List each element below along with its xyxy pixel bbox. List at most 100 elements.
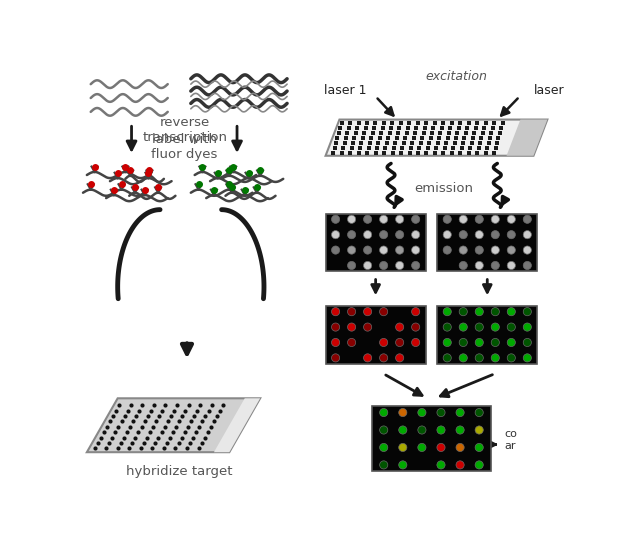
Circle shape <box>412 339 419 346</box>
Circle shape <box>508 216 515 223</box>
Circle shape <box>380 231 387 238</box>
Circle shape <box>364 231 371 238</box>
Circle shape <box>508 308 515 315</box>
Circle shape <box>524 231 531 238</box>
Circle shape <box>364 324 371 330</box>
Circle shape <box>396 324 403 330</box>
Circle shape <box>380 246 387 254</box>
Circle shape <box>476 339 483 346</box>
Circle shape <box>492 354 499 361</box>
Bar <box>372 406 491 472</box>
Circle shape <box>348 216 355 223</box>
Circle shape <box>380 427 387 433</box>
Circle shape <box>412 324 419 330</box>
Circle shape <box>476 216 483 223</box>
Circle shape <box>492 216 499 223</box>
Circle shape <box>332 339 339 346</box>
Circle shape <box>492 231 499 238</box>
Circle shape <box>476 461 483 468</box>
Circle shape <box>508 231 515 238</box>
Circle shape <box>476 354 483 361</box>
Circle shape <box>419 427 425 433</box>
Circle shape <box>380 461 387 468</box>
Circle shape <box>444 324 451 330</box>
Circle shape <box>380 216 387 223</box>
Circle shape <box>380 339 387 346</box>
Circle shape <box>460 231 467 238</box>
Circle shape <box>476 308 483 315</box>
Circle shape <box>460 354 467 361</box>
Circle shape <box>508 324 515 330</box>
Circle shape <box>332 246 339 254</box>
Circle shape <box>419 409 425 416</box>
Circle shape <box>492 246 499 254</box>
Circle shape <box>444 246 451 254</box>
Circle shape <box>456 444 463 451</box>
Circle shape <box>524 216 531 223</box>
Text: excitation: excitation <box>425 69 487 82</box>
Circle shape <box>332 324 339 330</box>
Circle shape <box>364 246 371 254</box>
Circle shape <box>399 461 406 468</box>
Circle shape <box>508 339 515 346</box>
Circle shape <box>399 409 406 416</box>
Circle shape <box>396 216 403 223</box>
Circle shape <box>419 444 425 451</box>
Circle shape <box>508 262 515 269</box>
Circle shape <box>456 409 463 416</box>
Circle shape <box>460 308 467 315</box>
Circle shape <box>412 262 419 269</box>
Text: emission: emission <box>415 183 474 195</box>
Circle shape <box>476 231 483 238</box>
Circle shape <box>456 427 463 433</box>
Bar <box>325 213 425 271</box>
Circle shape <box>380 444 387 451</box>
Circle shape <box>492 324 499 330</box>
Circle shape <box>412 231 419 238</box>
Text: co
ar: co ar <box>504 429 517 451</box>
Circle shape <box>492 308 499 315</box>
Circle shape <box>492 339 499 346</box>
Circle shape <box>438 427 445 433</box>
Circle shape <box>396 246 403 254</box>
Circle shape <box>364 216 371 223</box>
Circle shape <box>524 262 531 269</box>
Text: laser: laser <box>533 84 564 97</box>
Circle shape <box>412 216 419 223</box>
Polygon shape <box>87 398 260 452</box>
Circle shape <box>456 461 463 468</box>
Circle shape <box>460 324 467 330</box>
Text: label with
fluor dyes: label with fluor dyes <box>152 133 218 161</box>
Circle shape <box>460 262 467 269</box>
Circle shape <box>460 246 467 254</box>
Text: reverse
transcription: reverse transcription <box>142 116 227 144</box>
Circle shape <box>438 461 445 468</box>
Circle shape <box>380 354 387 361</box>
Bar <box>437 306 537 363</box>
Circle shape <box>364 308 371 315</box>
Polygon shape <box>507 119 547 156</box>
Circle shape <box>380 262 387 269</box>
Circle shape <box>508 246 515 254</box>
Circle shape <box>396 262 403 269</box>
Circle shape <box>412 308 419 315</box>
Circle shape <box>524 246 531 254</box>
Circle shape <box>348 308 355 315</box>
Circle shape <box>444 231 451 238</box>
Circle shape <box>524 339 531 346</box>
Circle shape <box>396 231 403 238</box>
Circle shape <box>438 409 445 416</box>
Circle shape <box>476 262 483 269</box>
Circle shape <box>476 427 483 433</box>
Circle shape <box>348 324 355 330</box>
Circle shape <box>364 354 371 361</box>
Circle shape <box>364 262 371 269</box>
Circle shape <box>399 427 406 433</box>
Circle shape <box>332 216 339 223</box>
Circle shape <box>524 324 531 330</box>
Circle shape <box>399 444 406 451</box>
Bar <box>325 306 425 363</box>
Bar <box>437 213 537 271</box>
Circle shape <box>444 354 451 361</box>
Circle shape <box>524 354 531 361</box>
